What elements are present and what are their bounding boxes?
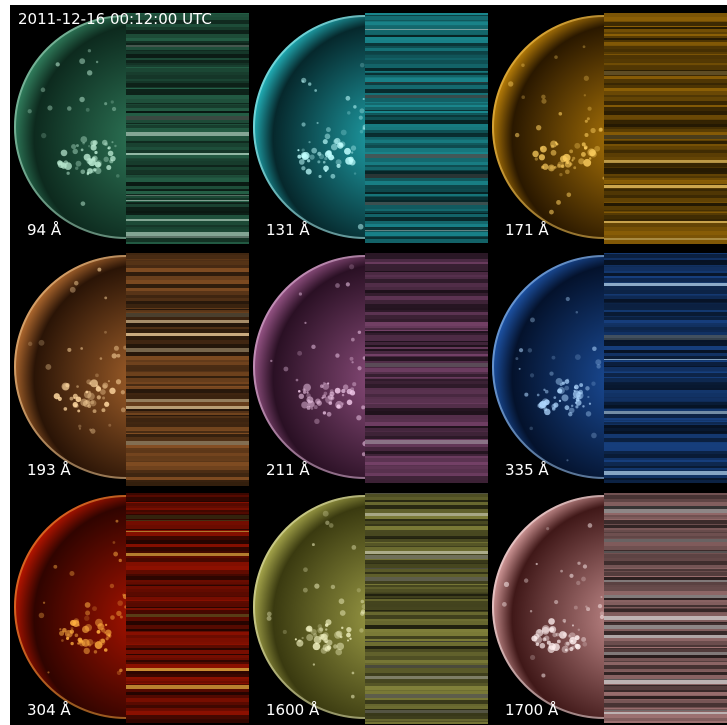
solar-panel: 131 Å	[253, 13, 488, 243]
aia-panel-grid: 94 Å 131 Å 171 Å 193 Å 211 Å 335 Å 304 Å 1600 Å…	[0, 0, 727, 725]
panel-label: 131 Å	[266, 220, 310, 239]
panel-label: 304 Å	[27, 700, 71, 719]
panel-label: 171 Å	[505, 220, 549, 239]
solar-panel: 335 Å	[492, 253, 727, 483]
panel-label: 193 Å	[27, 460, 71, 479]
panel-label: 1700 Å	[505, 700, 559, 719]
solar-panel: 304 Å	[14, 493, 249, 723]
panel-label: 335 Å	[505, 460, 549, 479]
solar-panel: 1700 Å	[492, 493, 727, 723]
panel-label: 94 Å	[27, 220, 62, 239]
panel-label: 1600 Å	[266, 700, 320, 719]
panel-label: 211 Å	[266, 460, 310, 479]
timestamp: 2011-12-16 00:12:00 UTC	[18, 10, 212, 28]
solar-panel: 211 Å	[253, 253, 488, 483]
